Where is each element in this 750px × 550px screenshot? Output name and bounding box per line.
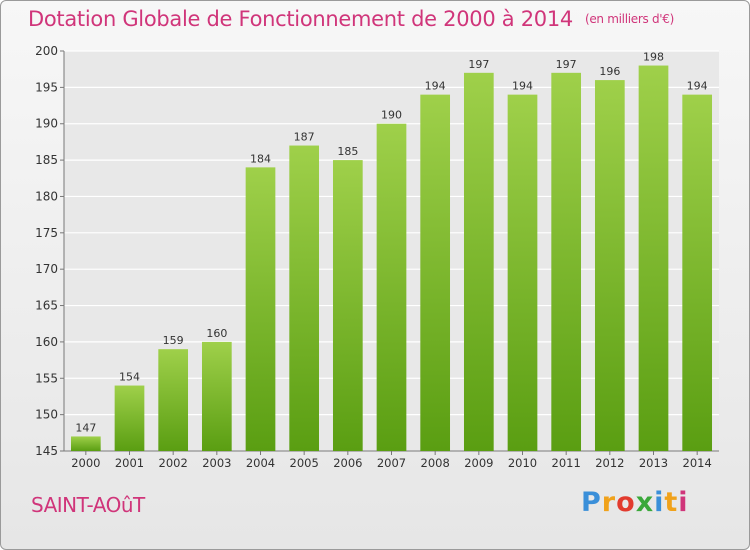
bar (594, 80, 625, 451)
bar-value-label: 196 (599, 65, 620, 78)
commune-name: SAINT-AOûT (31, 493, 145, 517)
bar (420, 94, 451, 452)
bar-value-label: 197 (556, 58, 577, 71)
chart-title: Dotation Globale de Fonctionnement de 20… (28, 7, 674, 31)
y-tick-label: 165 (35, 299, 58, 313)
bar (245, 167, 276, 451)
x-tick-label: 2001 (115, 456, 144, 470)
bar-value-label: 194 (512, 80, 533, 93)
x-tick-label: 2013 (639, 456, 668, 470)
bar (70, 436, 101, 451)
y-tick-label: 185 (35, 153, 58, 167)
chart-unit: (en milliers d'€) (584, 12, 674, 26)
bar-value-label: 190 (381, 109, 402, 122)
bar-value-label: 194 (425, 80, 446, 93)
x-tick-label: 2003 (202, 456, 231, 470)
y-tick-label: 155 (35, 371, 58, 385)
bar (682, 94, 713, 452)
chart-title-text: Dotation Globale de Fonctionnement de 20… (28, 7, 573, 31)
x-tick-label: 2004 (246, 456, 275, 470)
bar-value-label: 194 (687, 80, 708, 93)
x-tick-label: 2010 (508, 456, 537, 470)
x-tick-label: 2008 (421, 456, 450, 470)
y-tick-label: 145 (35, 444, 58, 458)
y-tick-label: 190 (35, 117, 58, 131)
x-tick-label: 2011 (552, 456, 581, 470)
bar-value-label: 154 (119, 371, 140, 384)
bar-value-label: 198 (643, 51, 664, 64)
x-tick-label: 2002 (159, 456, 188, 470)
bar (376, 123, 407, 452)
bar (463, 72, 494, 452)
logo-letter: x (635, 487, 655, 518)
x-tick-label: 2009 (464, 456, 493, 470)
bar-value-label: 187 (294, 131, 315, 144)
logo-letter: i (678, 487, 689, 518)
logo-letter: o (616, 487, 636, 518)
x-tick-label: 2007 (377, 456, 406, 470)
proxiti-logo: Proxiti (581, 487, 689, 518)
bar (507, 94, 538, 452)
y-tick-label: 170 (35, 262, 58, 276)
bar (114, 385, 145, 451)
y-tick-label: 180 (35, 189, 58, 203)
y-tick-label: 150 (35, 408, 58, 422)
bar-value-label: 160 (206, 327, 227, 340)
x-tick-label: 2014 (683, 456, 712, 470)
y-tick-label: 200 (35, 44, 58, 58)
bar (289, 145, 320, 451)
bar (551, 72, 582, 452)
logo-letter: r (601, 487, 617, 518)
logo-letter: t (664, 487, 679, 518)
bar (201, 341, 232, 451)
x-tick-label: 2005 (290, 456, 319, 470)
bar-value-label: 184 (250, 152, 271, 165)
x-tick-label: 2000 (71, 456, 100, 470)
x-tick-label: 2012 (595, 456, 624, 470)
logo-letter: i (654, 487, 665, 518)
bar-value-label: 197 (468, 58, 489, 71)
bar-value-label: 159 (163, 334, 184, 347)
y-tick-label: 160 (35, 335, 58, 349)
bar (332, 160, 363, 451)
x-tick-label: 2006 (333, 456, 362, 470)
y-tick-label: 195 (35, 80, 58, 94)
bar-value-label: 185 (337, 145, 358, 158)
bar-value-label: 147 (75, 421, 96, 434)
logo-letter: P (581, 487, 602, 518)
bar (638, 65, 669, 451)
bar (158, 349, 189, 451)
y-tick-label: 175 (35, 226, 58, 240)
